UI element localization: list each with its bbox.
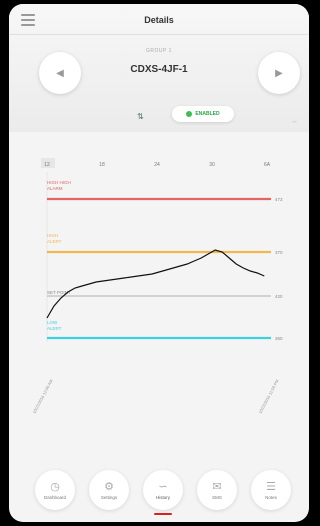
status-dot-icon [186, 111, 193, 117]
threshold-label: ALARM [47, 186, 63, 191]
start-date-label: 10/23/2016 12:00 AM [31, 379, 53, 415]
series-line [46, 249, 265, 319]
nav-sms[interactable]: ✉ SMS [197, 470, 237, 510]
first-tick-highlight [41, 158, 55, 168]
threshold-label: HIGH HIGH [47, 180, 71, 185]
end-date-label: 10/23/2016 11:59 PM [257, 379, 279, 415]
group-label: GROUP 1 [146, 48, 172, 54]
x-tick-label: 30 [209, 162, 215, 168]
threshold-label: ALERT [47, 326, 62, 331]
nav-label-sms: SMS [212, 494, 222, 500]
clock-icon: ◷ [50, 480, 60, 493]
nav-notes[interactable]: ☰ Notes [251, 470, 291, 510]
gear-icon: ⚙ [104, 480, 114, 493]
threshold-label: HIGH [47, 233, 58, 238]
note-icon: ☰ [266, 480, 276, 493]
device-name: CDXS-4JF-1 [130, 64, 188, 75]
bottom-navigation: ◷ Dashboard ⚙ Settings ∽ History ✉ SMS ☰… [9, 464, 309, 522]
x-tick-label: 24 [154, 162, 160, 168]
x-tick-label: 6A [264, 162, 271, 168]
nav-settings[interactable]: ⚙ Settings [89, 470, 129, 510]
nav-dashboard[interactable]: ◷ Dashboard [35, 470, 75, 510]
threshold-value: 370 [275, 250, 283, 255]
chevron-left-icon: ◀ [56, 67, 64, 79]
x-tick-label: 12 [44, 162, 50, 168]
next-device-button[interactable]: ▶ [258, 52, 300, 94]
threshold-value: 473 [275, 197, 283, 202]
nav-label-notes: Notes [265, 494, 277, 500]
nav-history[interactable]: ∽ History [143, 470, 183, 510]
nav-label-history: History [155, 494, 170, 500]
page-title: Details [144, 15, 174, 25]
x-tick-label: 18 [99, 162, 105, 168]
header-divider [9, 34, 309, 35]
threshold-label: ALERT [47, 239, 62, 244]
previous-device-button[interactable]: ◀ [39, 52, 81, 94]
status-text: ENABLED [195, 111, 220, 117]
signal-icon: ⇅ [137, 112, 144, 121]
threshold-value: 420 [275, 294, 283, 299]
threshold-label: SET POINT [47, 290, 71, 295]
chart-icon: ∽ [158, 480, 168, 493]
status-badge[interactable]: ENABLED [172, 106, 234, 122]
header: Details GROUP 1 CDXS-4JF-1 ◀ ▶ ⇅ ENABLED… [9, 4, 309, 132]
nav-label-settings: Settings [100, 494, 118, 500]
app-screen: Details GROUP 1 CDXS-4JF-1 ◀ ▶ ⇅ ENABLED… [9, 4, 309, 522]
threshold-label: LOW [47, 320, 58, 325]
history-chart: 12 18 24 30 6A HIGH HIGH ALARM 473 HIGH ALERT 370 S… [9, 152, 309, 442]
active-tab-indicator [154, 513, 172, 515]
threshold-value: 360 [275, 336, 283, 341]
chevron-right-icon: ▶ [275, 67, 283, 79]
nav-label-dashboard: Dashboard [43, 494, 66, 500]
message-icon: ✉ [212, 480, 222, 493]
hamburger-menu-icon[interactable] [21, 14, 35, 26]
expand-icon[interactable]: ↔ [291, 118, 298, 125]
